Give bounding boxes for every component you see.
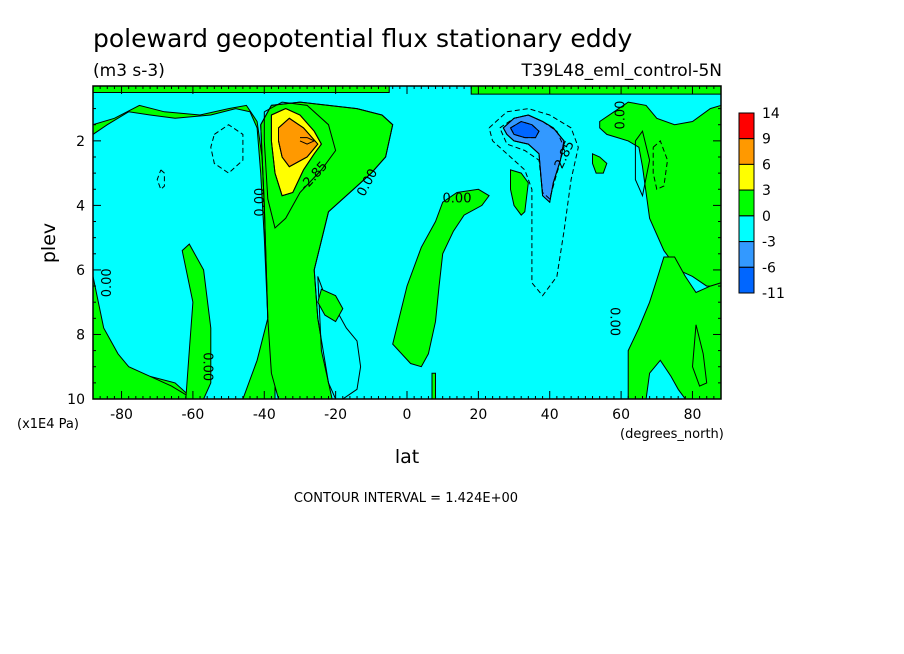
contour-label: 0.00 [443, 191, 472, 206]
run-label: T39L48_eml_control-5N [521, 61, 722, 81]
contour-region-green-sh-inner [181, 243, 212, 399]
x-tick-label: -80 [110, 407, 133, 423]
contour-region-top-green-west-band [93, 86, 390, 93]
colorbar-level-label: 3 [762, 183, 771, 199]
colorbar-swatch [738, 163, 755, 191]
y-tick-label: 8 [76, 328, 85, 344]
contour-region-green-midlat-finger [392, 188, 490, 368]
y-tick-label: 6 [76, 263, 85, 279]
x-tick-label: 20 [469, 407, 487, 423]
colorbar-level-label: 9 [762, 132, 771, 148]
colorbar-level-label: -3 [762, 235, 776, 251]
colorbar: 14 9 6 3 0 -3 -6 -11 [738, 106, 785, 302]
x-tick-label: -60 [181, 407, 204, 423]
contour-line [263, 101, 337, 229]
x-tick-label: 60 [612, 407, 630, 423]
negative-contour-line [210, 124, 244, 174]
contour-label: 0.00 [614, 101, 629, 130]
colorbar-swatch [738, 266, 755, 294]
contour-region-top-green-east-band [470, 86, 721, 95]
x-tick-label: 80 [684, 407, 702, 423]
y-axis-title: plev [38, 223, 60, 263]
contour-interval-note: CONTOUR INTERVAL = 1.424E+00 [294, 491, 518, 506]
contour-region-green-nh-east-column [599, 101, 721, 287]
negative-contour-line [652, 140, 669, 191]
contour-line [634, 130, 651, 198]
contour-region-cyan-nh-east-hole [645, 359, 686, 399]
negative-contour-line [488, 108, 579, 297]
contour-region-green-nh-small [592, 153, 608, 174]
contour-region-green-eq-spike [431, 372, 436, 399]
x-tick-label: -40 [253, 407, 276, 423]
contour-region-green-nh-island [510, 169, 529, 216]
colorbar-swatch [738, 138, 755, 165]
colorbar-level-label: -11 [762, 286, 785, 302]
contour-label: 0.00 [100, 268, 115, 297]
axis-ticks: -80 -60 -40 -20 0 20 40 60 80 2 4 6 8 10 [67, 86, 722, 423]
x-tick-label: -20 [324, 407, 347, 423]
chart-title: poleward geopotential flux stationary ed… [93, 24, 632, 53]
y-tick-label: 4 [76, 198, 85, 214]
contour-label: 0.00 [200, 352, 215, 381]
negative-contour-line [499, 114, 565, 200]
contour-region-green-sh-small-island [317, 288, 344, 323]
colorbar-swatch [738, 189, 755, 217]
colorbar-level-label: 14 [762, 106, 780, 122]
colorbar-swatch [738, 241, 755, 268]
contour-lines [156, 101, 669, 399]
filled-contour-regions [93, 86, 721, 399]
y-unit-label: (x1E4 Pa) [17, 417, 79, 432]
colorbar-level-label: -6 [762, 260, 776, 276]
colorbar-swatch [738, 112, 755, 140]
colorbar-level-label: 0 [762, 209, 771, 225]
chart-units: (m3 s-3) [93, 61, 165, 81]
x-unit-label: (degrees_north) [620, 427, 724, 442]
colorbar-swatch [738, 215, 755, 243]
contour-line [260, 101, 394, 399]
contour-region-green-west-bottom-lobe [93, 276, 194, 399]
contour-line [270, 108, 322, 197]
contour-line [278, 117, 319, 168]
plot-area: -2.850.000.00 0.00-2.850.000.000.000.00 -… [67, 85, 722, 423]
contour-label: 0.00 [253, 188, 268, 217]
y-tick-label: 10 [67, 392, 85, 408]
y-tick-label: 2 [76, 134, 85, 150]
contour-region-green-bottom-east-spike [691, 324, 708, 387]
negative-contour-line [156, 169, 165, 191]
contour-line [502, 114, 565, 204]
x-tick-label: 40 [541, 407, 559, 423]
colorbar-level-label: 6 [762, 157, 771, 173]
negative-contour-line [510, 120, 540, 139]
x-axis-title: lat [395, 446, 419, 468]
contour-line [299, 137, 316, 145]
contour-label: 0.00 [607, 307, 622, 336]
x-tick-label: 0 [403, 407, 412, 423]
